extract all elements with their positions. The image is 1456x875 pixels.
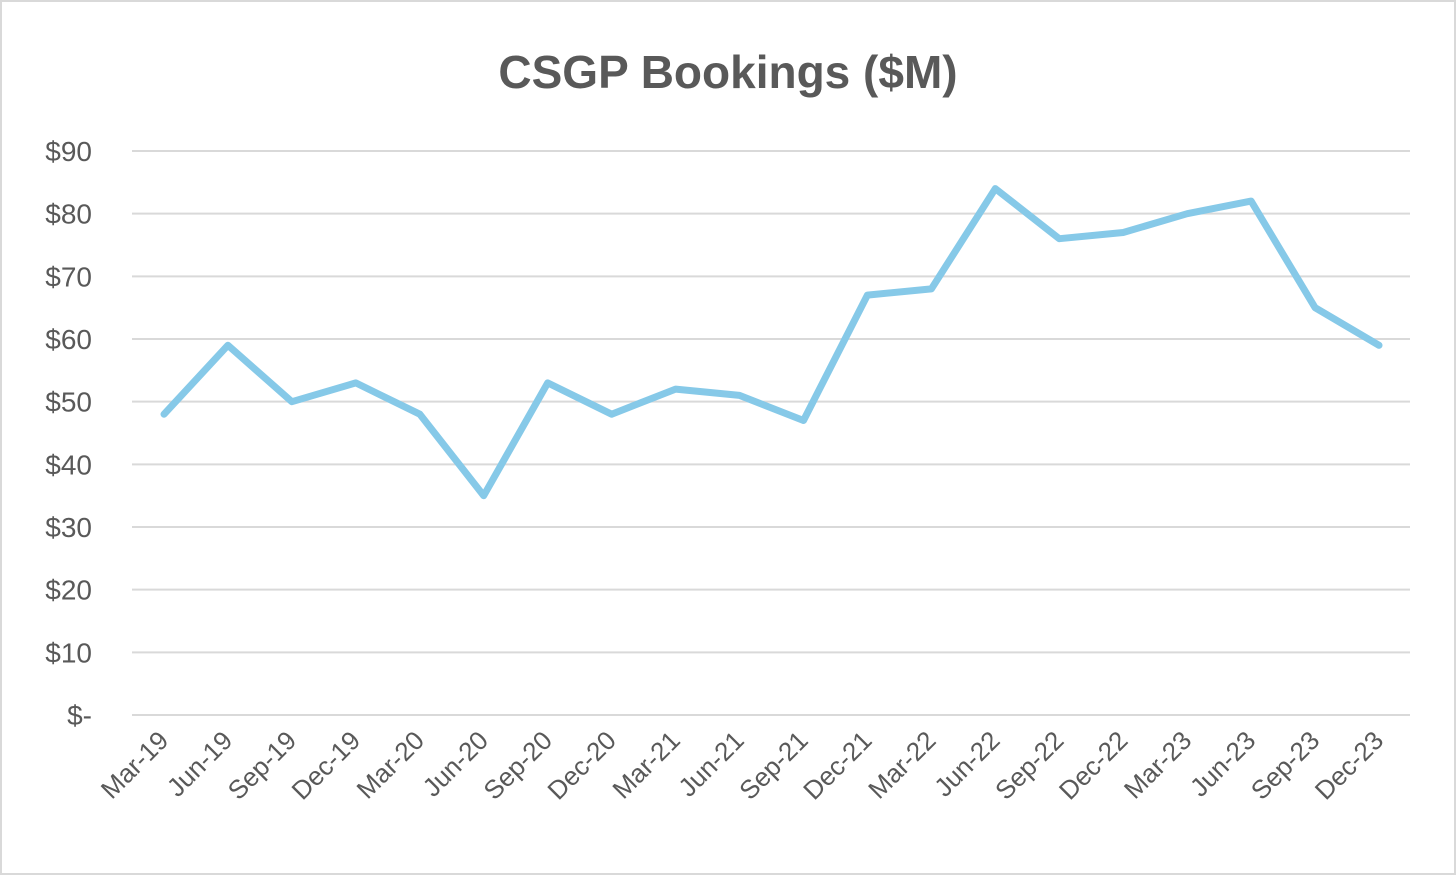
x-tick-label: Mar-21 — [606, 725, 685, 804]
x-tick-label: Dec-21 — [797, 725, 877, 805]
x-tick-label: Dec-20 — [541, 725, 621, 805]
y-tick-label: $40 — [45, 449, 92, 480]
y-tick-label: $70 — [45, 261, 92, 292]
x-tick-label: Jun-19 — [161, 725, 238, 802]
gridlines — [132, 150, 1410, 716]
x-tick-label: Sep-21 — [733, 725, 813, 805]
x-tick-label: Jun-23 — [1184, 725, 1261, 802]
y-tick-label: $20 — [45, 575, 92, 606]
y-tick-label: $30 — [45, 512, 92, 543]
y-tick-label: $60 — [45, 324, 92, 355]
x-tick-label: Sep-19 — [222, 725, 302, 805]
x-tick-label: Jun-20 — [417, 725, 494, 802]
y-tick-label: $50 — [45, 387, 92, 418]
series-line — [160, 185, 1383, 500]
x-tick-label: Dec-23 — [1309, 725, 1389, 805]
x-tick-label: Jun-21 — [672, 725, 749, 802]
x-tick-label: Mar-19 — [95, 725, 174, 804]
x-tick-label: Dec-19 — [286, 725, 366, 805]
y-tick-label: $10 — [45, 637, 92, 668]
x-tick-label: Mar-22 — [862, 725, 941, 804]
chart-title: CSGP Bookings ($M) — [498, 46, 957, 98]
y-tick-label: $80 — [45, 199, 92, 230]
y-tick-label: $90 — [45, 136, 92, 167]
x-tick-label: Sep-22 — [989, 725, 1069, 805]
x-tick-label: Sep-23 — [1245, 725, 1325, 805]
x-tick-label: Mar-20 — [351, 725, 430, 804]
x-tick-label: Dec-22 — [1053, 725, 1133, 805]
x-tick-label: Mar-23 — [1118, 725, 1197, 804]
x-tick-label: Sep-20 — [477, 725, 557, 805]
x-tick-label: Jun-22 — [928, 725, 1005, 802]
x-axis-ticks: Mar-19Jun-19Sep-19Dec-19Mar-20Jun-20Sep-… — [95, 725, 1389, 805]
y-tick-label: $- — [67, 700, 92, 731]
y-axis-ticks: $- $10 $20 $30 $40 $50 $60 $70 $80 $90 — [45, 136, 92, 731]
series-layer — [160, 185, 1383, 500]
